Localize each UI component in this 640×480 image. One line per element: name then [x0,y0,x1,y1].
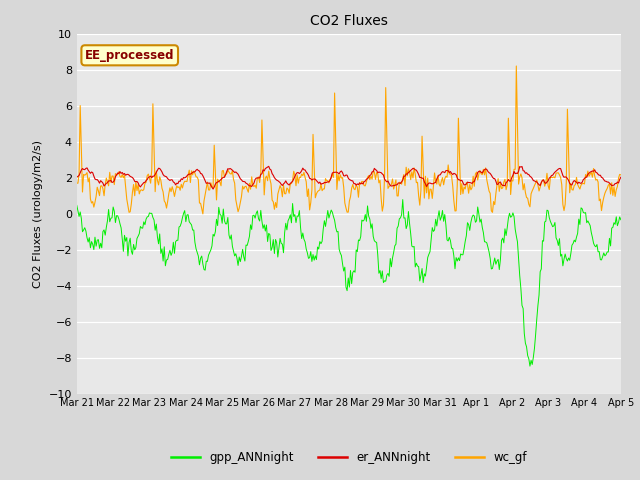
Line: gpp_ANNnight: gpp_ANNnight [77,200,621,366]
er_ANNnight [305,172,312,178]
er_ANNnight [475,168,483,174]
gpp_ANNnight [242,242,250,248]
wc_gf [404,166,412,171]
gpp_ANNnight [404,209,412,215]
gpp_ANNnight [526,363,534,369]
er_ANNnight [569,179,577,185]
wc_gf [513,63,520,69]
wc_gf [617,172,625,178]
er_ANNnight [209,186,217,192]
Y-axis label: CO2 Fluxes (urology/m2/s): CO2 Fluxes (urology/m2/s) [33,140,43,288]
Text: EE_processed: EE_processed [85,49,175,62]
gpp_ANNnight [474,204,481,210]
gpp_ANNnight [73,203,81,208]
gpp_ANNnight [378,276,385,282]
er_ANNnight [406,169,413,175]
wc_gf [474,177,481,183]
wc_gf [243,186,251,192]
Line: er_ANNnight: er_ANNnight [77,167,621,189]
er_ANNnight [243,181,251,187]
wc_gf [199,211,207,217]
er_ANNnight [73,174,81,180]
Title: CO2 Fluxes: CO2 Fluxes [310,14,388,28]
wc_gf [303,193,311,199]
er_ANNnight [380,172,387,178]
wc_gf [569,187,577,193]
Line: wc_gf: wc_gf [77,66,621,214]
er_ANNnight [617,174,625,180]
gpp_ANNnight [617,217,625,223]
gpp_ANNnight [399,197,406,203]
gpp_ANNnight [569,240,577,246]
er_ANNnight [265,164,273,169]
gpp_ANNnight [302,246,310,252]
wc_gf [73,180,81,186]
Legend: gpp_ANNnight, er_ANNnight, wc_gf: gpp_ANNnight, er_ANNnight, wc_gf [166,446,532,469]
wc_gf [378,208,386,214]
